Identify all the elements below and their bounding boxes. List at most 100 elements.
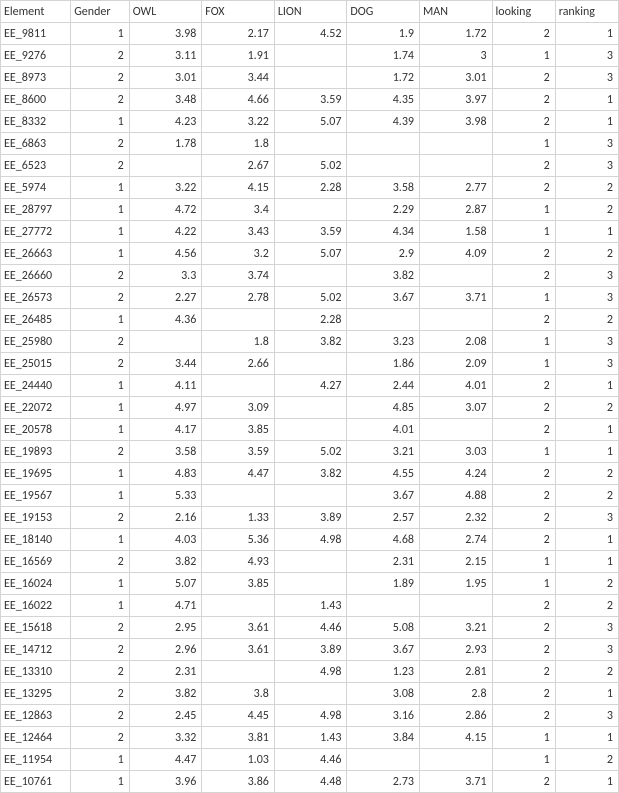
cell-owl[interactable]: 2.16	[129, 507, 202, 529]
cell-man[interactable]: 4.88	[419, 485, 492, 507]
cell-dog[interactable]: 4.85	[347, 397, 420, 419]
cell-dog[interactable]: 4.68	[347, 529, 420, 551]
cell-element[interactable]: EE_12863	[1, 705, 71, 727]
table-row[interactable]: EE_2666314.563.25.072.94.0922	[1, 243, 619, 265]
col-header-element[interactable]: Element	[1, 1, 71, 23]
cell-owl[interactable]: 3.98	[129, 23, 202, 45]
data-table[interactable]: Element Gender OWL FOX LION DOG MAN look…	[0, 0, 619, 793]
table-row[interactable]: EE_1471222.963.613.893.672.9323	[1, 639, 619, 661]
col-header-gender[interactable]: Gender	[71, 1, 130, 23]
cell-man[interactable]: 3.07	[419, 397, 492, 419]
cell-owl[interactable]: 4.72	[129, 199, 202, 221]
cell-lion[interactable]: 4.98	[274, 661, 347, 683]
cell-man[interactable]: 2.74	[419, 529, 492, 551]
table-row[interactable]: EE_2057814.173.854.0121	[1, 419, 619, 441]
cell-looking[interactable]: 2	[492, 595, 555, 617]
cell-element[interactable]: EE_12464	[1, 727, 71, 749]
cell-man[interactable]: 1.72	[419, 23, 492, 45]
cell-gender[interactable]: 2	[71, 639, 130, 661]
cell-lion[interactable]: 3.59	[274, 221, 347, 243]
cell-owl[interactable]: 3.11	[129, 45, 202, 67]
cell-lion[interactable]: 4.98	[274, 529, 347, 551]
cell-fox[interactable]: 3.44	[202, 67, 275, 89]
cell-lion[interactable]: 2.28	[274, 309, 347, 331]
cell-ranking[interactable]: 1	[555, 771, 618, 793]
cell-owl[interactable]: 4.47	[129, 749, 202, 771]
table-row[interactable]: EE_1195414.471.034.4612	[1, 749, 619, 771]
cell-lion[interactable]	[274, 67, 347, 89]
cell-ranking[interactable]: 1	[555, 529, 618, 551]
cell-lion[interactable]: 5.07	[274, 243, 347, 265]
cell-element[interactable]: EE_25980	[1, 331, 71, 353]
cell-dog[interactable]: 4.35	[347, 89, 420, 111]
cell-gender[interactable]: 2	[71, 287, 130, 309]
cell-fox[interactable]	[202, 661, 275, 683]
cell-gender[interactable]: 1	[71, 595, 130, 617]
cell-gender[interactable]: 1	[71, 771, 130, 793]
cell-element[interactable]: EE_19695	[1, 463, 71, 485]
cell-element[interactable]: EE_19567	[1, 485, 71, 507]
cell-gender[interactable]: 2	[71, 155, 130, 177]
cell-lion[interactable]: 4.98	[274, 705, 347, 727]
col-header-lion[interactable]: LION	[274, 1, 347, 23]
cell-fox[interactable]: 3.43	[202, 221, 275, 243]
cell-dog[interactable]: 3.67	[347, 639, 420, 661]
cell-gender[interactable]: 1	[71, 309, 130, 331]
cell-ranking[interactable]: 1	[555, 727, 618, 749]
cell-element[interactable]: EE_6863	[1, 133, 71, 155]
cell-looking[interactable]: 1	[492, 441, 555, 463]
cell-fox[interactable]: 3.09	[202, 397, 275, 419]
cell-lion[interactable]	[274, 397, 347, 419]
cell-element[interactable]: EE_22072	[1, 397, 71, 419]
cell-man[interactable]: 2.87	[419, 199, 492, 221]
cell-looking[interactable]: 2	[492, 177, 555, 199]
cell-ranking[interactable]: 3	[555, 67, 618, 89]
col-header-looking[interactable]: looking	[492, 1, 555, 23]
cell-element[interactable]: EE_14712	[1, 639, 71, 661]
cell-gender[interactable]: 2	[71, 551, 130, 573]
cell-looking[interactable]: 1	[492, 353, 555, 375]
cell-looking[interactable]: 1	[492, 45, 555, 67]
cell-fox[interactable]: 3.8	[202, 683, 275, 705]
cell-man[interactable]: 4.15	[419, 727, 492, 749]
cell-owl[interactable]: 4.97	[129, 397, 202, 419]
cell-dog[interactable]: 4.01	[347, 419, 420, 441]
table-row[interactable]: EE_2657322.272.785.023.673.7113	[1, 287, 619, 309]
cell-fox[interactable]: 1.8	[202, 331, 275, 353]
cell-gender[interactable]: 2	[71, 661, 130, 683]
cell-ranking[interactable]: 2	[555, 573, 618, 595]
cell-dog[interactable]: 2.57	[347, 507, 420, 529]
cell-fox[interactable]: 3.61	[202, 617, 275, 639]
cell-dog[interactable]: 4.55	[347, 463, 420, 485]
cell-dog[interactable]: 1.9	[347, 23, 420, 45]
cell-dog[interactable]: 3.82	[347, 265, 420, 287]
table-row[interactable]: EE_1331022.314.981.232.8122	[1, 661, 619, 683]
cell-fox[interactable]: 3.61	[202, 639, 275, 661]
cell-owl[interactable]: 3.96	[129, 771, 202, 793]
cell-owl[interactable]: 4.71	[129, 595, 202, 617]
table-row[interactable]: EE_2879714.723.42.292.8712	[1, 199, 619, 221]
cell-ranking[interactable]: 1	[555, 683, 618, 705]
cell-lion[interactable]: 1.43	[274, 595, 347, 617]
cell-man[interactable]	[419, 595, 492, 617]
cell-lion[interactable]	[274, 485, 347, 507]
cell-looking[interactable]: 2	[492, 265, 555, 287]
table-row[interactable]: EE_833214.233.225.074.393.9821	[1, 111, 619, 133]
cell-looking[interactable]: 2	[492, 243, 555, 265]
table-row[interactable]: EE_1602415.073.851.891.9512	[1, 573, 619, 595]
cell-fox[interactable]	[202, 485, 275, 507]
cell-ranking[interactable]: 2	[555, 309, 618, 331]
cell-gender[interactable]: 1	[71, 485, 130, 507]
cell-lion[interactable]	[274, 133, 347, 155]
cell-gender[interactable]: 1	[71, 111, 130, 133]
cell-fox[interactable]: 3.22	[202, 111, 275, 133]
cell-man[interactable]	[419, 265, 492, 287]
table-row[interactable]: EE_1602214.711.4322	[1, 595, 619, 617]
cell-fox[interactable]: 3.4	[202, 199, 275, 221]
cell-owl[interactable]: 4.83	[129, 463, 202, 485]
cell-ranking[interactable]: 3	[555, 639, 618, 661]
table-row[interactable]: EE_1656923.824.932.312.1511	[1, 551, 619, 573]
table-row[interactable]: EE_1246423.323.811.433.844.1511	[1, 727, 619, 749]
cell-ranking[interactable]: 2	[555, 397, 618, 419]
cell-element[interactable]: EE_5974	[1, 177, 71, 199]
